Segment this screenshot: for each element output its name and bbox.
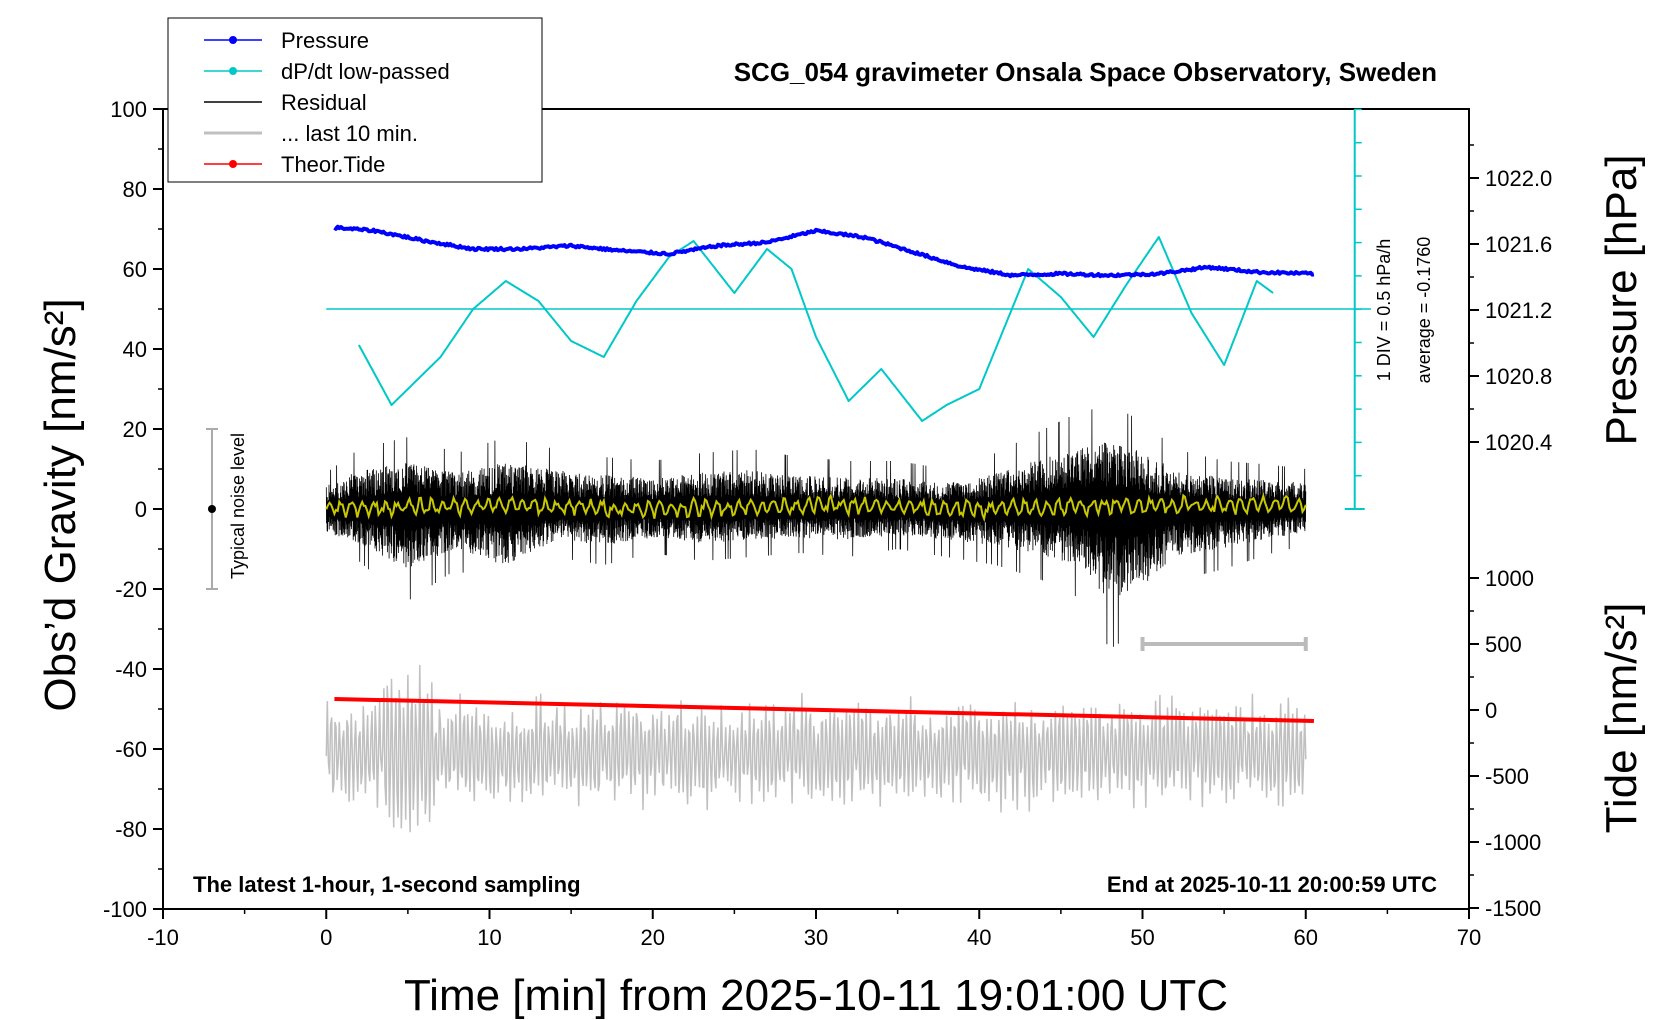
legend-label: dP/dt low-passed (281, 59, 450, 84)
end-time-note: End at 2025-10-11 20:00:59 UTC (1107, 872, 1437, 897)
legend-label: ... last 10 min. (281, 121, 418, 146)
last10-series-line (325, 664, 1307, 833)
pressure-tick-label: 1022.0 (1485, 166, 1552, 191)
series-layer (205, 108, 1372, 833)
y-tick-label: -100 (103, 897, 147, 922)
x-tick-label: 40 (967, 925, 991, 950)
x-tick-label: 30 (804, 925, 828, 950)
y-tick-label: 80 (123, 177, 147, 202)
legend: Pressure dP/dt low-passed Residual ... last… (167, 17, 543, 183)
x-tick-label: 70 (1457, 925, 1481, 950)
y-axis-pressure: 1022.0 1021.6 1021.2 1020.8 1020.4 (1469, 144, 1552, 455)
y-tick-label: -20 (115, 577, 147, 602)
x-tick-label: 20 (641, 925, 665, 950)
y-axis-tide: 1000 500 0 -500 -1000 -1500 (1469, 566, 1541, 921)
tide-tick-label: 500 (1485, 632, 1522, 657)
x-tick-label: 10 (477, 925, 501, 950)
legend-label: Residual (281, 90, 367, 115)
x-axis: -10 0 10 20 30 40 50 60 70 (147, 909, 1481, 950)
y-tick-label: -80 (115, 817, 147, 842)
dpdt-scale-label: 1 DIV = 0.5 hPa/h (1374, 239, 1394, 382)
y-tick-label: -40 (115, 657, 147, 682)
pressure-tick-label: 1020.8 (1485, 364, 1552, 389)
x-tick-label: 50 (1130, 925, 1154, 950)
legend-label: Pressure (281, 28, 369, 53)
dpdt-series-line (358, 236, 1274, 422)
noise-level-point (207, 505, 216, 513)
legend-box (167, 17, 543, 183)
tide-tick-label: 1000 (1485, 566, 1534, 591)
y-tick-label: 100 (110, 97, 147, 122)
tide-series-line (334, 697, 1314, 723)
tide-tick-label: -500 (1485, 764, 1529, 789)
chart-title: SCG_054 gravimeter Onsala Space Observat… (734, 57, 1437, 87)
y-tick-label: 60 (123, 257, 147, 282)
x-tick-label: 0 (320, 925, 332, 950)
y-axis-left: 100 80 60 40 20 0 -20 -40 -60 -80 -100 (103, 97, 163, 922)
legend-marker (229, 67, 237, 75)
y-tick-label: 0 (135, 497, 147, 522)
tide-tick-label: -1000 (1485, 830, 1541, 855)
sampling-note: The latest 1-hour, 1-second sampling (193, 872, 581, 897)
pressure-tick-label: 1020.4 (1485, 430, 1552, 455)
y-axis-title-pressure: Pressure [hPa] (1597, 154, 1646, 445)
residual-series-line (325, 409, 1307, 647)
noise-label: Typical noise level (228, 433, 248, 579)
legend-marker (229, 160, 237, 168)
dpdt-average-label: average = -0.1760 (1414, 237, 1434, 384)
tide-tick-label: -1500 (1485, 896, 1541, 921)
y-axis-title-tide: Tide [nm/s²] (1597, 603, 1646, 834)
y-axis-title-left: Obs’d Gravity [nm/s²] (36, 298, 85, 711)
y-tick-label: 40 (123, 337, 147, 362)
legend-marker (229, 36, 237, 44)
y-tick-label: 20 (123, 417, 147, 442)
x-tick-label: -10 (147, 925, 179, 950)
pressure-series-line (333, 224, 1315, 279)
tide-tick-label: 0 (1485, 698, 1497, 723)
legend-label: Theor.Tide (281, 152, 385, 177)
y-tick-label: -60 (115, 737, 147, 762)
x-tick-label: 60 (1294, 925, 1318, 950)
pressure-tick-label: 1021.6 (1485, 232, 1552, 257)
pressure-tick-label: 1021.2 (1485, 298, 1552, 323)
x-axis-title: Time [min] from 2025-10-11 19:01:00 UTC (404, 971, 1228, 1020)
residual-lowpass-line (325, 492, 1307, 523)
